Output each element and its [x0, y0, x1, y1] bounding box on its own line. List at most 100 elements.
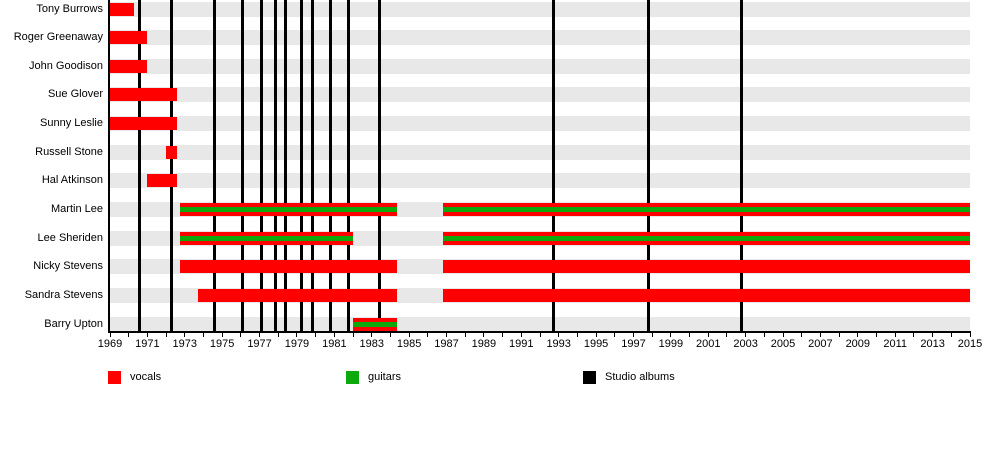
member-label: Sandra Stevens: [24, 288, 103, 301]
x-axis-year-label: 1971: [135, 338, 160, 350]
studio-album-line: [259, 0, 263, 331]
y-axis-line: [108, 0, 110, 331]
x-axis-tick: [240, 333, 242, 337]
studio-album-line: [311, 0, 315, 331]
x-axis-tick: [819, 333, 821, 337]
member-bar: [442, 288, 970, 302]
member-row-stripe: [110, 316, 970, 332]
x-axis-tick: [333, 333, 335, 337]
x-axis-tick: [576, 333, 578, 337]
x-axis-tick: [502, 333, 504, 337]
x-axis-tick: [782, 333, 784, 337]
x-axis-tick: [464, 333, 466, 337]
member-bar: [180, 202, 397, 216]
studio-album-line: [300, 0, 304, 331]
studio-album-line: [213, 0, 217, 331]
x-axis-tick: [558, 333, 560, 337]
member-bar: [197, 288, 397, 302]
x-axis-tick: [520, 333, 522, 337]
x-axis-tick: [221, 333, 223, 337]
guitars-overlay-bar: [180, 235, 354, 241]
studio-album-line: [170, 0, 174, 331]
member-label: Roger Greenaway: [13, 31, 103, 44]
x-axis-year-label: 1995: [583, 338, 609, 350]
x-axis-tick: [352, 333, 354, 337]
x-axis-tick: [202, 333, 204, 337]
x-axis-tick: [165, 333, 167, 337]
member-bar: [110, 59, 148, 73]
member-label: Russell Stone: [35, 145, 103, 158]
studio-album-line: [241, 0, 245, 331]
x-axis-tick: [277, 333, 279, 337]
studio-album-line: [138, 0, 142, 331]
x-axis-tick: [109, 333, 111, 337]
member-bar: [442, 260, 970, 274]
guitars-overlay-bar: [180, 206, 397, 212]
studio-album-line: [740, 0, 744, 331]
x-axis-tick: [670, 333, 672, 337]
x-axis-year-label: 2013: [920, 338, 945, 350]
x-axis-tick: [950, 333, 952, 337]
member-bar: [110, 31, 148, 45]
x-axis-tick: [128, 333, 130, 337]
x-axis-year-label: 1979: [284, 338, 310, 350]
x-axis-line: [108, 331, 971, 333]
member-label: Lee Sheriden: [37, 231, 103, 244]
member-row-stripe: [110, 173, 970, 189]
x-axis-year-label: 2015: [957, 338, 983, 350]
x-axis-tick: [838, 333, 840, 337]
x-axis-year-label: 2005: [770, 338, 796, 350]
studio-album-line: [329, 0, 333, 331]
studio-album-line: [284, 0, 288, 331]
x-axis-tick: [614, 333, 616, 337]
studio-album-line: [273, 0, 277, 331]
x-axis-year-label: 1977: [247, 338, 272, 350]
member-label: Sunny Leslie: [40, 117, 103, 130]
x-axis-year-label: 1969: [97, 338, 123, 350]
member-bar: [180, 231, 354, 245]
x-axis-tick: [632, 333, 634, 337]
member-label: Nicky Stevens: [33, 260, 103, 273]
guitars-overlay-bar: [353, 321, 397, 327]
x-axis-tick: [969, 333, 971, 337]
member-row-stripe: [110, 1, 970, 17]
x-axis-tick: [539, 333, 541, 337]
guitars-overlay-bar: [442, 235, 970, 241]
x-axis-year-label: 1973: [172, 338, 198, 350]
x-axis-tick: [595, 333, 597, 337]
member-bar: [442, 202, 970, 216]
member-label: Sue Glover: [47, 88, 103, 101]
member-row-stripe: [110, 144, 970, 160]
x-axis-tick: [184, 333, 186, 337]
member-label: Tony Burrows: [36, 2, 103, 15]
member-bar: [110, 2, 135, 16]
x-axis-year-label: 1997: [621, 338, 646, 350]
x-axis-tick: [146, 333, 148, 337]
x-axis-tick: [707, 333, 709, 337]
x-axis-tick: [408, 333, 410, 337]
member-label: Barry Upton: [44, 317, 103, 330]
x-axis-tick: [427, 333, 429, 337]
x-axis-year-label: 1999: [658, 338, 684, 350]
x-axis-year-label: 1981: [322, 338, 347, 350]
x-axis-year-label: 2007: [808, 338, 833, 350]
x-axis-tick: [857, 333, 859, 337]
x-axis-year-label: 1985: [396, 338, 422, 350]
member-row-stripe: [110, 30, 970, 46]
member-bar: [110, 117, 178, 131]
x-axis-tick: [651, 333, 653, 337]
x-axis-tick: [446, 333, 448, 337]
guitars-overlay-bar: [442, 206, 970, 212]
x-axis-year-label: 1983: [359, 338, 384, 350]
studio-album-line: [377, 0, 381, 331]
x-axis-tick: [315, 333, 317, 337]
x-axis-tick: [389, 333, 391, 337]
x-axis-year-label: 2011: [883, 338, 908, 350]
member-row-stripe: [110, 58, 970, 74]
x-axis-year-label: 1989: [471, 338, 497, 350]
member-label: Hal Atkinson: [41, 174, 103, 187]
x-axis-year-label: 1993: [546, 338, 571, 350]
studio-album-line: [551, 0, 555, 331]
